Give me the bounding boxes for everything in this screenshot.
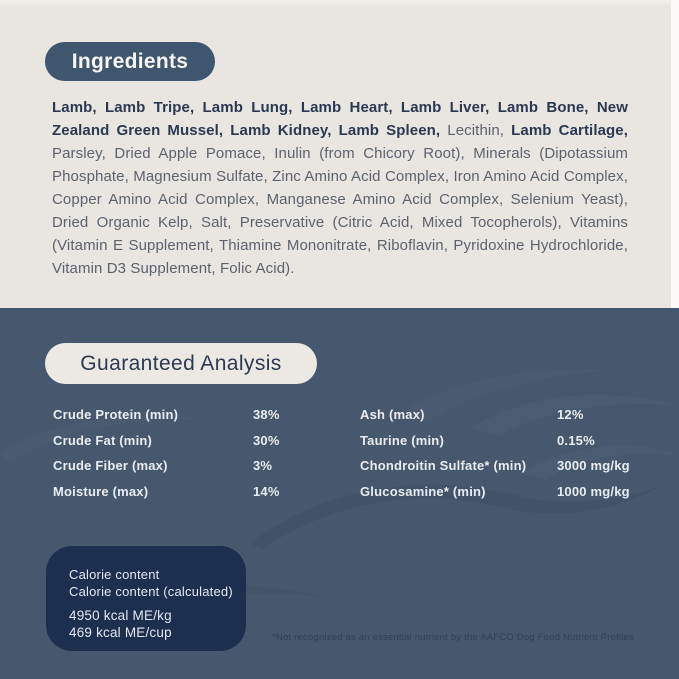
analysis-row: Moisture (max) 14% <box>53 481 353 507</box>
guaranteed-analysis-section: Guaranteed Analysis Crude Protein (min) … <box>0 308 679 679</box>
analysis-right-column: Ash (max) 12% Taurine (min) 0.15% Chondr… <box>360 404 660 506</box>
ingredients-title: Ingredients <box>71 49 189 73</box>
guaranteed-analysis-title: Guaranteed Analysis <box>80 351 282 375</box>
nutrient-label: Ash (max) <box>360 407 425 422</box>
calorie-content-box: Calorie content Calorie content (calcula… <box>46 546 246 651</box>
calorie-values: 4950 kcal ME/kg 469 kcal ME/cup <box>69 607 246 641</box>
nutrient-value: 38% <box>253 407 280 422</box>
calorie-heading-line: Calorie content <box>69 567 160 582</box>
nutrient-value: 12% <box>557 407 584 422</box>
calorie-value-line: 4950 kcal ME/kg <box>69 608 172 623</box>
analysis-row: Glucosamine* (min) 1000 mg/kg <box>360 481 660 507</box>
ingredients-segment-regular: Parsley, Dried Apple Pomace, Inulin (fro… <box>52 145 628 277</box>
analysis-row: Taurine (min) 0.15% <box>360 430 660 456</box>
nutrient-label: Chondroitin Sulfate* (min) <box>360 458 527 473</box>
nutrient-label: Crude Protein (min) <box>53 407 179 422</box>
nutrient-value: 14% <box>253 483 280 499</box>
nutrient-value: 3% <box>253 458 273 473</box>
ingredients-pill: Ingredients <box>45 42 215 81</box>
guaranteed-analysis-pill: Guaranteed Analysis <box>45 343 317 384</box>
analysis-left-column: Crude Protein (min) 38% Crude Fat (min) … <box>53 404 353 506</box>
ingredients-segment-regular: Lecithin, <box>447 122 512 139</box>
analysis-row: Ash (max) 12% <box>360 404 660 430</box>
analysis-row: Crude Fat (min) 30% <box>53 430 353 456</box>
analysis-row: Crude Fiber (max) 3% <box>53 455 353 481</box>
nutrient-label: Glucosamine* (min) <box>360 483 486 499</box>
analysis-row: Crude Protein (min) 38% <box>53 404 353 430</box>
nutrient-value: 3000 mg/kg <box>557 458 630 473</box>
calorie-value-line: 469 kcal ME/cup <box>69 625 172 640</box>
nutrient-label: Taurine (min) <box>360 432 444 448</box>
analysis-row: Chondroitin Sulfate* (min) 3000 mg/kg <box>360 455 660 481</box>
nutrient-label: Crude Fiber (max) <box>53 458 168 473</box>
nutrient-value: 30% <box>253 432 280 448</box>
ingredients-segment-bold: Lamb, Lamb Tripe, Lamb Lung, Lamb Heart,… <box>52 99 628 139</box>
ingredients-segment-bold: Lamb Cartilage, <box>511 122 628 139</box>
aafco-footnote: *Not recognized as an essential nutrient… <box>272 632 634 643</box>
nutrient-value: 0.15% <box>557 432 595 448</box>
calorie-heading-line: Calorie content (calculated) <box>69 584 233 599</box>
nutrient-value: 1000 mg/kg <box>557 483 630 499</box>
nutrient-label: Moisture (max) <box>53 483 149 499</box>
nutrient-label: Crude Fat (min) <box>53 432 153 448</box>
ingredients-text: Lamb, Lamb Tripe, Lamb Lung, Lamb Heart,… <box>52 96 628 280</box>
ingredients-section: Ingredients Lamb, Lamb Tripe, Lamb Lung,… <box>0 0 671 308</box>
